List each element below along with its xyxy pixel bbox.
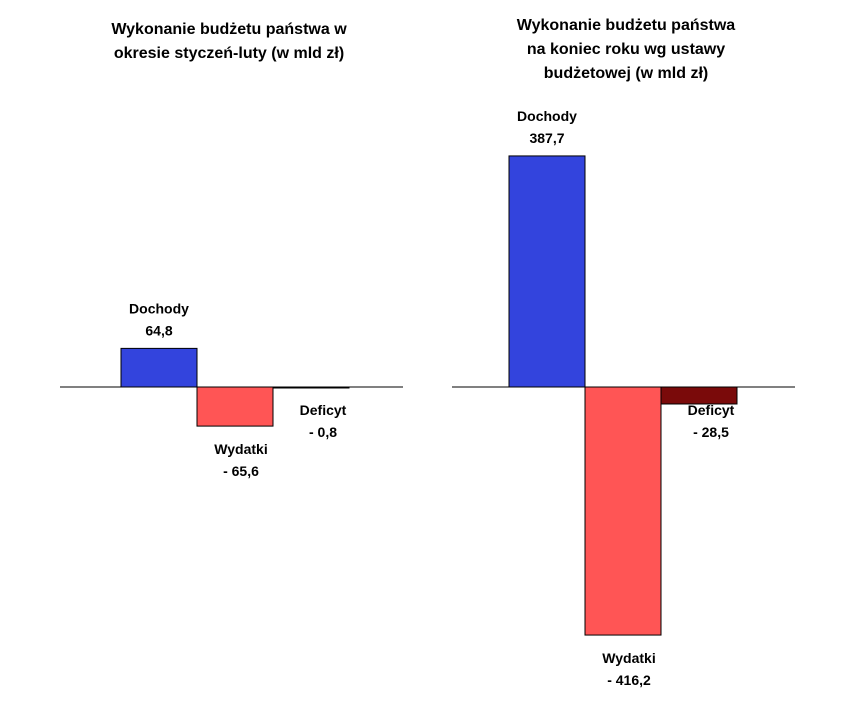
chart-jan-feb-bar-wydatki bbox=[196, 386, 274, 427]
chart-year-end: Wykonanie budżetu państwa na koniec roku… bbox=[452, 17, 795, 688]
chart-year-end-value-label-deficyt: - 28,5 bbox=[693, 424, 729, 440]
chart-jan-feb-category-label-deficyt: Deficyt bbox=[300, 402, 347, 418]
chart-year-end-bar-wydatki bbox=[584, 386, 662, 636]
chart-jan-feb: Wykonanie budżetu państwa w okresie styc… bbox=[60, 21, 403, 479]
chart-jan-feb-value-label-dochody: 64,8 bbox=[145, 322, 172, 338]
chart-year-end-bars bbox=[508, 155, 738, 636]
chart-jan-feb-bars bbox=[120, 347, 350, 427]
chart-year-end-title-line-2: na koniec roku wg ustawy bbox=[527, 41, 725, 58]
chart-jan-feb-title-line-1: Wykonanie budżetu państwa w bbox=[111, 21, 347, 38]
chart-year-end-value-label-wydatki: - 416,2 bbox=[607, 672, 651, 688]
chart-jan-feb-title-line-2: okresie styczeń-luty (w mld zł) bbox=[114, 45, 344, 62]
chart-jan-feb-value-label-deficyt: - 0,8 bbox=[309, 424, 337, 440]
chart-jan-feb-category-label-wydatki: Wydatki bbox=[214, 441, 267, 457]
chart-jan-feb-value-label-wydatki: - 65,6 bbox=[223, 463, 259, 479]
chart-year-end-data-labels: Dochody 387,7 Wydatki - 416,2 Deficyt - 28,5 bbox=[517, 108, 735, 688]
chart-year-end-bar-dochody bbox=[508, 155, 586, 388]
chart-year-end-title-line-3: budżetowej (w mld zł) bbox=[544, 65, 708, 82]
chart-year-end-category-label-wydatki: Wydatki bbox=[602, 650, 655, 666]
chart-jan-feb-bar-deficyt bbox=[272, 386, 350, 389]
chart-jan-feb-data-labels: Dochody 64,8 Wydatki - 65,6 Deficyt - 0,8 bbox=[129, 300, 347, 479]
chart-year-end-category-label-dochody: Dochody bbox=[517, 108, 577, 124]
chart-year-end-bar-deficyt bbox=[660, 386, 738, 405]
chart-year-end-title-line-1: Wykonanie budżetu państwa bbox=[517, 17, 736, 34]
chart-year-end-category-label-deficyt: Deficyt bbox=[688, 402, 735, 418]
chart-jan-feb-bar-dochody bbox=[120, 347, 198, 388]
chart-year-end-value-label-dochody: 387,7 bbox=[529, 130, 564, 146]
chart-jan-feb-category-label-dochody: Dochody bbox=[129, 300, 189, 316]
